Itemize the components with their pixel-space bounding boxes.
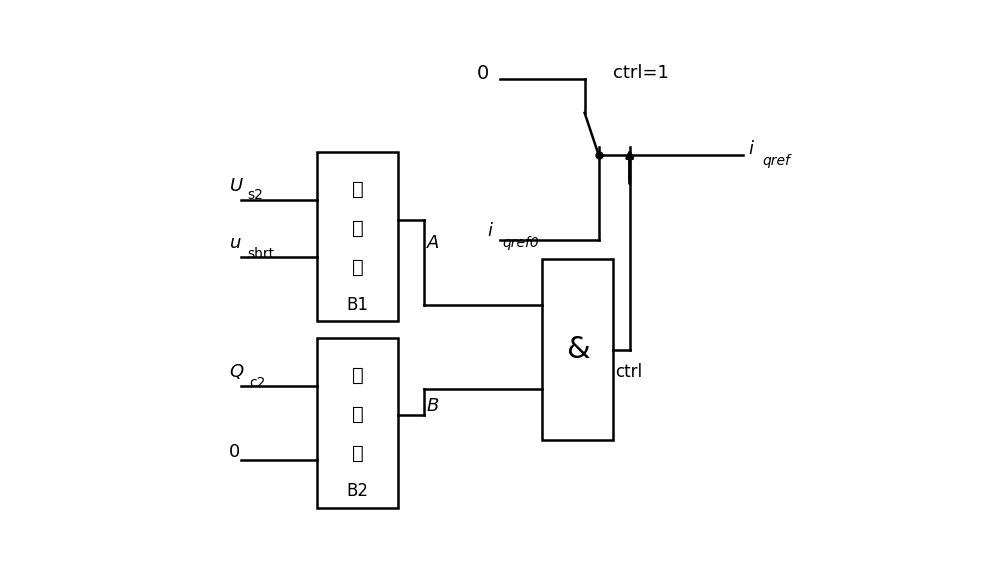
Bar: [317, 152, 398, 321]
Text: B: B: [427, 397, 439, 415]
Text: B2: B2: [347, 482, 369, 500]
Text: $u$: $u$: [229, 234, 242, 252]
Text: 比: 比: [352, 366, 363, 385]
Text: 较: 较: [352, 219, 363, 238]
Text: $U$: $U$: [229, 177, 244, 195]
Text: ctrl: ctrl: [616, 363, 643, 381]
Text: A: A: [427, 233, 439, 252]
Bar: [317, 338, 398, 508]
Text: 0: 0: [476, 64, 489, 83]
Text: s2: s2: [247, 188, 263, 202]
Text: shrt: shrt: [247, 248, 274, 261]
Text: $Q$: $Q$: [229, 362, 245, 381]
Text: $i$: $i$: [748, 140, 755, 158]
Text: 0: 0: [229, 443, 241, 461]
Text: ctrl=1: ctrl=1: [613, 64, 669, 82]
Text: B1: B1: [347, 296, 369, 314]
Text: qref0: qref0: [503, 236, 540, 249]
Text: 器: 器: [352, 258, 363, 277]
Text: 较: 较: [352, 405, 363, 424]
Text: 器: 器: [352, 444, 363, 463]
Text: qref: qref: [762, 154, 790, 168]
Bar: [542, 259, 613, 440]
Text: 比: 比: [352, 180, 363, 199]
Text: $i$: $i$: [487, 222, 494, 240]
Text: c2: c2: [250, 376, 266, 390]
Text: &: &: [566, 335, 589, 364]
